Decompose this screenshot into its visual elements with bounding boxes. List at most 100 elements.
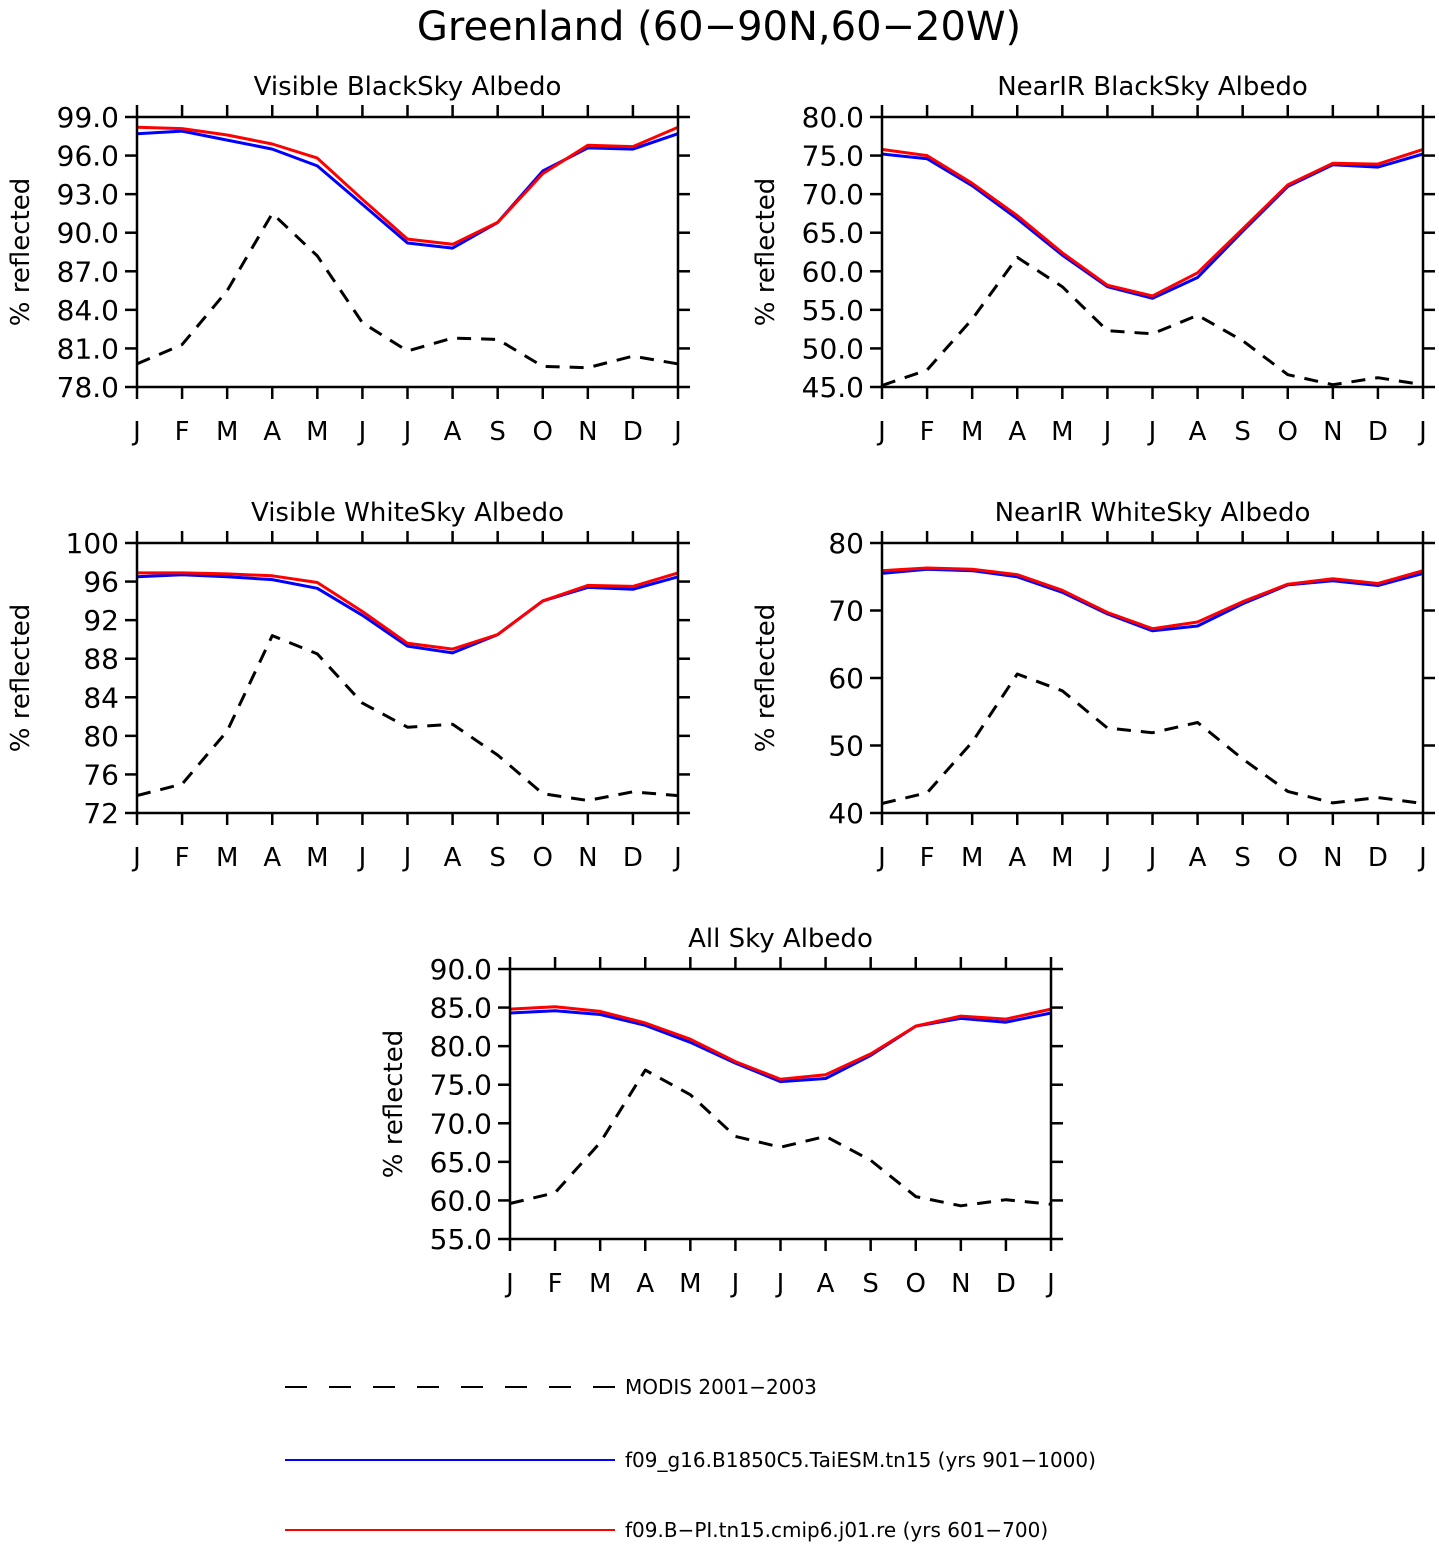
x-tick-label: J [402, 843, 412, 873]
x-tick-label: J [775, 1269, 785, 1299]
plot-frame [880, 541, 1425, 815]
y-tick-label: 80 [828, 527, 864, 560]
x-tick-label: M [216, 843, 238, 873]
x-tick-label: J [1102, 417, 1112, 447]
y-tick-label: 70.0 [802, 178, 864, 211]
series-line [136, 125, 679, 246]
y-tick-label: 70 [828, 595, 864, 628]
x-tick-label: S [1234, 843, 1251, 873]
y-axis-label: % reflected [6, 604, 36, 752]
x-tick-label: S [862, 1269, 879, 1299]
x-tick-label: N [951, 1269, 970, 1299]
y-tick-label: 75.0 [802, 140, 864, 173]
series-line [509, 1068, 1052, 1208]
x-tick-label: J [1045, 1269, 1055, 1299]
y-tick-label: 87.0 [57, 255, 119, 288]
x-tick-label: N [578, 843, 597, 873]
series-line [136, 129, 679, 250]
x-tick-label: J [1102, 843, 1112, 873]
x-tick-label: S [1234, 417, 1251, 447]
x-tick-label: M [216, 417, 238, 447]
x-tick-label: J [504, 1269, 514, 1299]
x-tick-label: J [876, 843, 886, 873]
x-tick-label: A [636, 1269, 654, 1299]
y-tick-label: 96.0 [57, 140, 119, 173]
x-tick-label: F [175, 843, 190, 873]
y-tick-label: 70.0 [430, 1107, 492, 1140]
y-tick-label: 80 [83, 720, 119, 753]
y-tick-label: 75.0 [430, 1069, 492, 1102]
plot-frame [880, 115, 1425, 389]
x-tick-label: A [263, 417, 281, 447]
y-tick-label: 92 [83, 604, 119, 637]
y-tick-label: 65.0 [430, 1146, 492, 1179]
x-tick-label: M [961, 843, 983, 873]
x-tick-label: F [920, 843, 935, 873]
x-tick-label: O [1278, 417, 1298, 447]
y-axis-label: % reflected [751, 604, 781, 752]
y-tick-label: 65.0 [802, 217, 864, 250]
y-tick-label: 90.0 [57, 217, 119, 250]
x-tick-label: M [961, 417, 983, 447]
chart-title: All Sky Albedo [688, 924, 873, 954]
series-line [509, 1009, 1052, 1084]
y-tick-label: 99.0 [57, 101, 119, 134]
x-tick-label: J [1417, 417, 1427, 447]
x-tick-label: F [548, 1269, 563, 1299]
x-tick-label: J [672, 417, 682, 447]
series-line [137, 571, 679, 651]
x-tick-label: J [1147, 417, 1157, 447]
series-line [881, 147, 1424, 298]
y-tick-label: 78.0 [57, 371, 119, 404]
y-tick-label: 80.0 [430, 1030, 492, 1063]
y-tick-label: 90.0 [430, 953, 492, 986]
x-tick-label: A [1008, 417, 1026, 447]
legend: MODIS 2001−2003 f09_g16.B1850C5.TaiESM.tn… [285, 1375, 1096, 1542]
x-tick-label: A [444, 417, 462, 447]
x-tick-label: J [1147, 843, 1157, 873]
y-tick-label: 84.0 [57, 294, 119, 327]
chart-title: NearIR WhiteSky Albedo [995, 498, 1311, 528]
legend-label: f09_g16.B1850C5.TaiESM.tn15 (yrs 901−100… [625, 1448, 1096, 1472]
x-tick-label: J [357, 843, 367, 873]
x-tick-label: O [533, 417, 553, 447]
x-tick-label: S [489, 417, 506, 447]
y-axis-label: % reflected [751, 178, 781, 326]
y-tick-label: 55.0 [802, 294, 864, 327]
legend-label: f09.B−PI.tn15.cmip6.j01.re (yrs 601−700) [625, 1518, 1048, 1542]
series-line [881, 152, 1424, 300]
x-tick-label: J [876, 417, 886, 447]
chart-title: NearIR BlackSky Albedo [997, 72, 1308, 102]
x-tick-label: A [263, 843, 281, 873]
x-tick-label: O [1278, 843, 1298, 873]
x-tick-label: J [131, 417, 141, 447]
x-tick-label: J [402, 417, 412, 447]
x-tick-label: O [533, 843, 553, 873]
y-tick-label: 96 [83, 566, 119, 599]
series-line [509, 1005, 1052, 1081]
series-line [136, 211, 679, 370]
y-tick-label: 45.0 [802, 371, 864, 404]
y-axis-label: % reflected [6, 178, 36, 326]
y-tick-label: 80.0 [802, 101, 864, 134]
x-tick-label: M [1051, 843, 1073, 873]
y-tick-label: 85.0 [430, 992, 492, 1025]
y-tick-label: 72 [83, 797, 119, 830]
x-tick-label: J [357, 417, 367, 447]
y-tick-label: 76 [83, 758, 119, 791]
x-tick-label: A [817, 1269, 835, 1299]
x-tick-label: M [679, 1269, 701, 1299]
x-tick-label: A [1189, 843, 1207, 873]
x-tick-label: J [131, 843, 141, 873]
x-tick-label: A [1189, 417, 1207, 447]
y-tick-label: 40 [828, 797, 864, 830]
series-line [881, 255, 1424, 387]
series-line [136, 634, 679, 802]
chart-title: Visible WhiteSky Albedo [251, 498, 564, 528]
series-line [881, 672, 1424, 805]
x-tick-label: J [1417, 843, 1427, 873]
